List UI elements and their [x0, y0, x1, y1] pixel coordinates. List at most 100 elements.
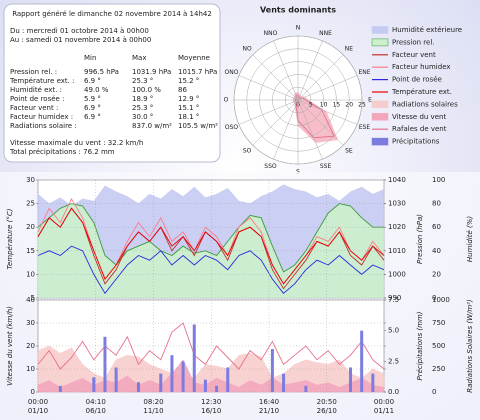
x-tick-date: 21/10 [259, 407, 279, 415]
tick-label: 1000 [388, 270, 406, 278]
row-value: 30.0 ° [132, 113, 153, 121]
bar [270, 349, 274, 392]
row-label: Température ext. : [9, 77, 74, 85]
bar [192, 324, 196, 392]
report-to: Au : samedi 01 novembre 2014 à 00h00 [10, 36, 151, 44]
row-value: 15.1 ° [178, 104, 199, 112]
row-label: Point de rosée : [10, 95, 64, 103]
legend-label: Humidité extérieure [392, 26, 462, 34]
x-tick-date: 06/10 [86, 407, 106, 415]
row-value: 86 [178, 86, 187, 94]
tick-label: 100 [432, 176, 445, 184]
report-from: Du : mercredi 01 octobre 2014 à 00h00 [10, 27, 149, 35]
rose-spoke [238, 75, 299, 101]
tick-label: 750 [432, 319, 445, 327]
report-panel [3, 3, 221, 163]
report-total-rain: Total précipitations : 76.2 mm [9, 148, 115, 156]
legend-label: Facteur humidex [392, 63, 451, 71]
report-title: Rapport généré le dimanche 02 novembre 2… [12, 10, 212, 18]
row-value: 1031.9 hPa [132, 68, 171, 76]
row-value: 18.1 ° [178, 113, 199, 121]
bar [136, 382, 140, 392]
report-content: Rapport généré le dimanche 02 novembre 2… [9, 10, 218, 156]
rose-spoke [252, 54, 299, 101]
legend-swatch [371, 113, 389, 121]
legend-label: Rafales de vent [392, 125, 447, 133]
legend-label: Température ext. [391, 88, 452, 96]
x-tick-label: 16:40 [259, 398, 279, 406]
tick-label: 20 [432, 270, 441, 278]
legend-label: Point de rosée [392, 76, 442, 84]
rose-tick-label: 20 [345, 102, 353, 109]
rose-direction: NE [345, 46, 353, 53]
rose-spoke [297, 99, 344, 146]
legend-swatch [371, 38, 389, 47]
axis-title: Humidité (%) [466, 216, 474, 263]
rose-direction: E [368, 97, 372, 104]
bar [159, 373, 163, 392]
tick-label: 2.5 [388, 357, 399, 365]
rose-spoke [297, 54, 344, 101]
tick-label: 0 [432, 294, 436, 302]
line-series [37, 245, 385, 295]
tick-label: 60 [432, 223, 441, 231]
row-value: 105.5 w/m² [178, 122, 218, 130]
rose-title: Vents dominants [260, 6, 336, 15]
rose-direction: ONO [225, 69, 239, 76]
tick-label: 5.0 [388, 327, 399, 335]
tick-label: 10 [26, 270, 35, 278]
legend-swatch [371, 100, 389, 109]
legend-label: Vitesse du vent [392, 113, 446, 121]
rose-direction: SO [243, 147, 252, 154]
rose-direction: NNO [264, 30, 278, 37]
x-tick-label: 08:20 [143, 398, 163, 406]
rose-spoke [297, 99, 358, 125]
row-value: 6.9 ° [84, 77, 101, 85]
tick-label: 1000 [432, 296, 450, 304]
bar [103, 336, 107, 392]
x-tick-date: 11/10 [143, 407, 163, 415]
report-max-wind: Vitesse maximale du vent : 32.2 km/h [10, 139, 143, 147]
rose-spoke [238, 99, 299, 125]
bar [282, 373, 286, 392]
tick-label: 20 [26, 342, 35, 350]
tick-label: 30 [26, 176, 35, 184]
tick-label: 20 [26, 223, 35, 231]
legend-label: Précipitations [392, 138, 440, 146]
axis-title: Pression (hPa) [416, 214, 424, 264]
rose-tick-label: 25 [358, 102, 366, 109]
rose-direction: SSO [264, 163, 277, 170]
x-tick-label: 12:30 [201, 398, 221, 406]
legend-label: Radiations solaires [392, 100, 458, 108]
rose-direction: OSO [225, 124, 239, 131]
column-header: Max [132, 54, 146, 62]
tick-label: 25 [26, 200, 35, 208]
tick-label: 0 [31, 388, 35, 396]
row-value: 996.5 hPa [84, 68, 119, 76]
row-value: 12.9 ° [178, 95, 199, 103]
row-label: Pression rel. : [10, 68, 57, 76]
tick-label: 0 [432, 388, 436, 396]
tick-label: 7.5 [388, 296, 399, 304]
x-tick-label: 00:00 [28, 398, 48, 406]
tick-label: 1020 [388, 223, 406, 231]
tick-label: 30 [26, 319, 35, 327]
rose-direction: O [224, 97, 229, 104]
tick-label: 500 [432, 342, 445, 350]
column-header: Min [84, 54, 96, 62]
rose-tick-label: 5 [309, 102, 313, 109]
tick-label: 40 [26, 296, 35, 304]
bar [92, 377, 96, 392]
bar [360, 330, 364, 392]
tick-label: 80 [432, 200, 441, 208]
x-tick-date: 16/10 [201, 407, 221, 415]
row-value: 5.9 ° [84, 95, 101, 103]
row-value: 15.2 ° [178, 77, 199, 85]
rose-direction: SE [345, 147, 353, 154]
bar [58, 385, 62, 392]
row-label: Facteur humidex : [10, 113, 73, 121]
tick-label: 1010 [388, 247, 406, 255]
x-tick-date: 26/10 [317, 407, 337, 415]
tick-label: 10 [26, 365, 35, 373]
